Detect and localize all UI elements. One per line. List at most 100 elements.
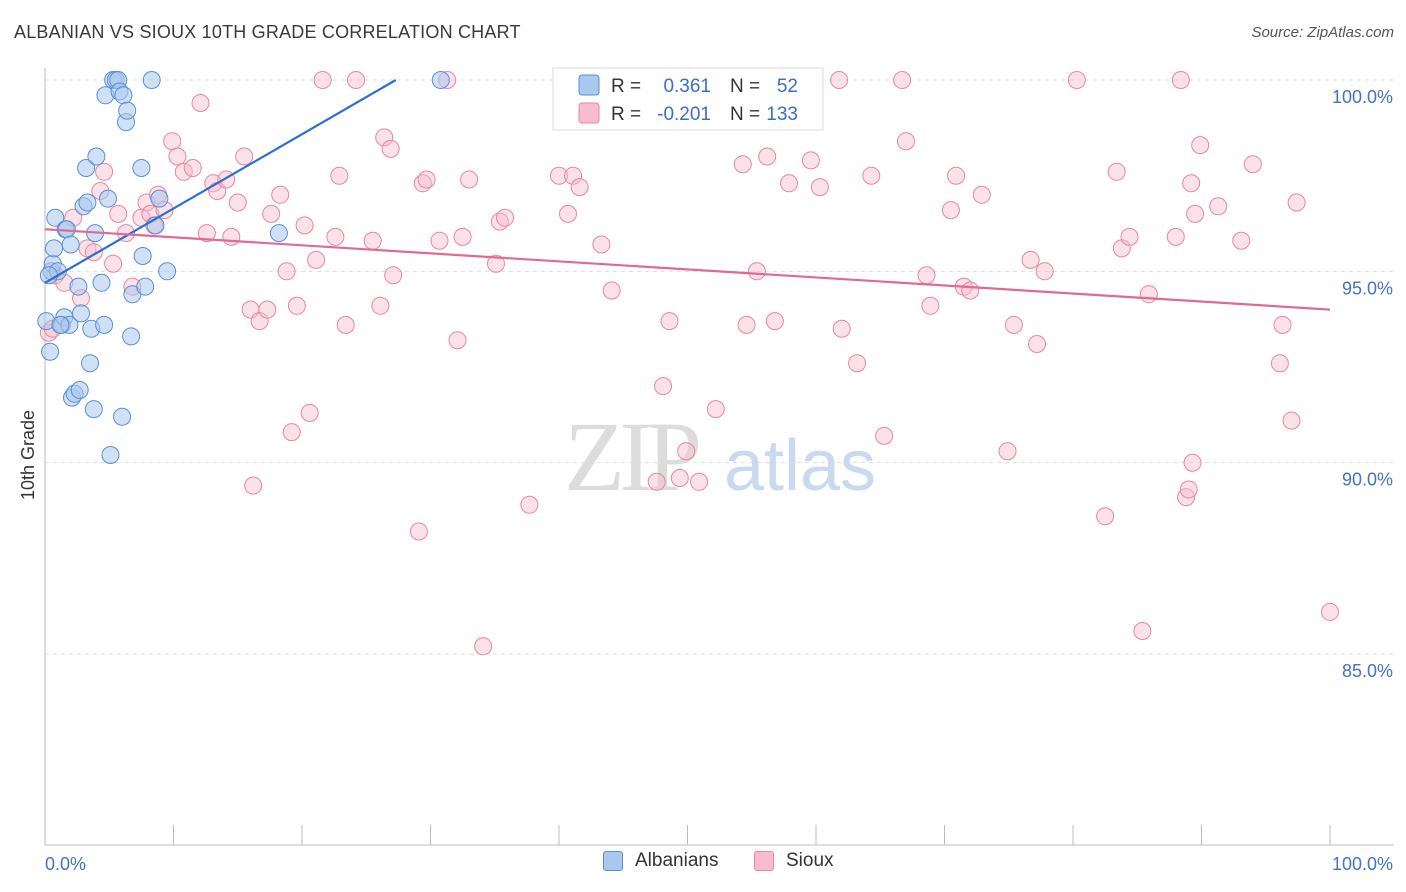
- sioux-point: [1107, 162, 1126, 181]
- sioux-point: [941, 201, 960, 220]
- albanians-point: [46, 208, 65, 227]
- legend-box: R = 0.361 N = 52 R = -0.201 N = 133: [552, 67, 824, 131]
- sioux-point: [375, 128, 394, 147]
- albanians-point: [132, 159, 151, 177]
- sioux-point: [832, 319, 851, 338]
- sioux-point: [496, 208, 514, 227]
- sioux-point: [287, 296, 306, 315]
- sioux-point: [1166, 227, 1185, 246]
- sioux-point: [1035, 262, 1054, 281]
- albanians-point: [158, 262, 177, 281]
- legend-swatch-albanians: [578, 74, 600, 96]
- sioux-point: [1186, 204, 1205, 223]
- sioux-point: [747, 262, 766, 281]
- albanians-point: [41, 342, 60, 361]
- albanians-point: [113, 407, 132, 426]
- sioux-point: [197, 224, 216, 243]
- sioux-point: [1179, 480, 1198, 499]
- sioux-point: [1182, 174, 1201, 193]
- sioux-point: [453, 227, 472, 246]
- sioux-point: [677, 442, 696, 461]
- sioux-point: [235, 147, 254, 166]
- sioux-point: [602, 281, 621, 300]
- albanians-point: [114, 86, 133, 105]
- sioux-point: [487, 254, 505, 273]
- albanians-point: [92, 273, 111, 292]
- sioux-point: [848, 354, 867, 373]
- legend-item-sioux[interactable]: Sioux: [754, 850, 834, 872]
- sioux-point: [862, 166, 881, 185]
- sioux-point: [801, 151, 820, 170]
- legend-r-label-sioux: R =: [611, 104, 641, 125]
- sioux-point: [570, 178, 589, 197]
- sioux-point: [347, 71, 365, 89]
- sioux-point: [998, 442, 1017, 461]
- legend-r-value-albanians: 0.361: [663, 76, 711, 97]
- sioux-point: [1120, 227, 1139, 246]
- legend-n-label-albanians: N =: [730, 76, 760, 97]
- bottom-legend: Albanians Sioux: [0, 850, 1406, 880]
- sioux-point: [95, 162, 114, 181]
- sioux-point: [277, 262, 296, 281]
- sioux-point: [271, 185, 290, 204]
- sioux-point: [330, 166, 349, 185]
- sioux-point: [448, 331, 467, 350]
- sioux-point: [313, 71, 332, 89]
- sioux-point: [104, 254, 123, 273]
- sioux-point: [363, 231, 382, 250]
- sioux-point: [706, 400, 725, 419]
- sioux-point: [228, 193, 247, 212]
- legend-r-label-albanians: R =: [611, 76, 641, 97]
- y-axis-label: 10th Grade: [18, 410, 38, 500]
- sioux-point: [1321, 602, 1339, 621]
- sioux-trend-line: [44, 228, 1331, 311]
- sioux-point: [381, 139, 400, 158]
- sioux-point: [897, 132, 915, 151]
- sioux-point: [1209, 197, 1228, 216]
- albanians-swatch-icon: [603, 851, 623, 871]
- albanians-point: [142, 71, 161, 89]
- sioux-point: [1287, 193, 1306, 212]
- sioux-point: [875, 426, 894, 445]
- albanians-point: [51, 315, 70, 334]
- sioux-points: [39, 71, 1339, 656]
- sioux-point: [947, 166, 966, 185]
- sioux-point: [417, 170, 436, 189]
- legend-label-sioux: Sioux: [786, 850, 834, 871]
- y-tick-label: 95.0%: [1342, 278, 1393, 298]
- sioux-point: [300, 403, 319, 422]
- legend-item-albanians[interactable]: Albanians: [603, 850, 718, 872]
- sioux-point: [564, 166, 583, 185]
- sioux-point: [371, 296, 390, 315]
- chart-title: ALBANIAN VS SIOUX 10TH GRADE CORRELATION…: [14, 22, 521, 42]
- legend-r-value-sioux: -0.201: [657, 104, 711, 125]
- sioux-point: [1243, 155, 1262, 174]
- albanians-point: [45, 239, 63, 258]
- sioux-point: [972, 185, 991, 204]
- sioux-point: [409, 522, 428, 541]
- albanians-point: [431, 71, 450, 89]
- sioux-point: [460, 170, 479, 189]
- sioux-point: [384, 266, 403, 285]
- albanians-point: [72, 304, 90, 323]
- sioux-point: [191, 94, 210, 112]
- albanians-trend-line: [44, 79, 397, 284]
- sioux-point: [1191, 136, 1210, 155]
- sioux-point: [647, 472, 666, 491]
- sioux-point: [690, 472, 709, 491]
- legend-n-value-sioux: 133: [766, 104, 798, 125]
- sioux-point: [430, 231, 449, 250]
- sioux-point: [830, 71, 849, 89]
- sioux-point: [1139, 285, 1158, 304]
- watermark-atlas: atlas: [724, 426, 876, 506]
- sioux-point: [810, 178, 829, 197]
- albanians-point: [95, 315, 114, 334]
- sioux-point: [326, 227, 345, 246]
- sioux-point: [174, 162, 193, 181]
- legend-n-value-albanians: 52: [777, 76, 798, 97]
- sioux-point: [168, 147, 187, 166]
- sioux-point: [1021, 250, 1040, 269]
- sioux-point: [307, 250, 326, 269]
- sioux-point: [295, 216, 314, 235]
